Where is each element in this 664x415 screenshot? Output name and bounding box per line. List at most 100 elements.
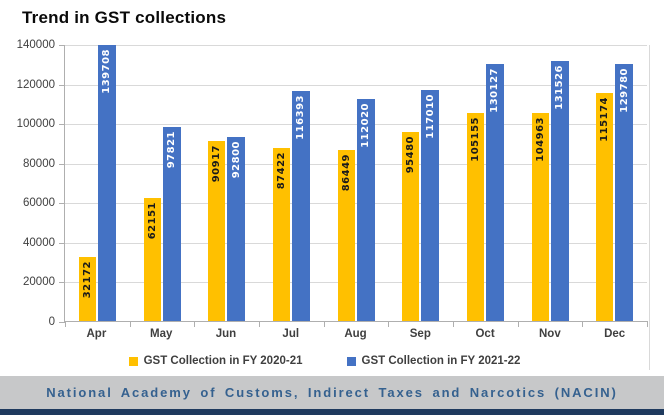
- bar-group-aug: 86449 112020: [324, 45, 389, 321]
- bar-groups: 32172 139708 62151 97821 90917 92800 87422 1163…: [65, 44, 647, 321]
- bar: 92800: [227, 137, 246, 321]
- legend-swatch: [346, 356, 356, 366]
- x-label-aug: Aug: [344, 328, 367, 340]
- gst-bar-chart: 0 20000 40000 60000 80000 100000 120000 140000 3…: [0, 39, 650, 370]
- y-tick-label: 40000: [23, 236, 55, 249]
- y-tick-label: 0: [48, 316, 55, 328]
- bar: 90917: [208, 141, 226, 321]
- bar-value-label: 87422: [275, 152, 287, 190]
- bar-value-label: 92800: [230, 141, 242, 179]
- bar-value-label: 112020: [360, 103, 372, 149]
- gridline: [65, 242, 647, 244]
- bar: 95480: [402, 132, 420, 321]
- bar-value-label: 131526: [554, 64, 566, 110]
- bar-value-label: 97821: [166, 131, 177, 169]
- legend-item: GST Collection in FY 2020-21: [128, 355, 303, 367]
- bar: 97821: [162, 127, 181, 321]
- bar-value-label: 62151: [146, 202, 158, 240]
- y-axis-tick: [59, 84, 65, 86]
- y-tick-label: 140000: [16, 39, 55, 51]
- bar: 87422: [272, 148, 290, 321]
- gridline: [65, 282, 647, 284]
- gridline: [65, 163, 647, 165]
- x-axis-tick: [453, 321, 454, 327]
- bar: 86449: [337, 149, 355, 321]
- bar-group-sep: 95480 117010: [388, 45, 453, 321]
- bar-value-label: 104963: [534, 117, 546, 163]
- bar-group-oct: 105155 130127: [453, 45, 518, 321]
- chart-title: Trend in GST collections: [22, 8, 227, 27]
- bar: 116393: [291, 90, 310, 321]
- bar-value-label: 116393: [295, 94, 307, 140]
- bar-group-jun: 90917 92800: [194, 45, 259, 321]
- gridline: [65, 203, 647, 205]
- x-label-apr: Apr: [86, 328, 107, 340]
- plot-area: 0 20000 40000 60000 80000 100000 120000 140000 3…: [17, 39, 648, 328]
- y-tick-label: 60000: [23, 197, 55, 210]
- y-axis-tick: [59, 282, 65, 284]
- bar: 62151: [143, 198, 161, 321]
- bar: 105155: [466, 112, 484, 321]
- gridline: [65, 45, 647, 46]
- y-tick-label: 20000: [23, 276, 55, 289]
- x-label-nov: Nov: [538, 328, 561, 340]
- bar: 115174: [596, 93, 614, 321]
- bar-value-label: 115174: [599, 97, 611, 142]
- y-axis-tick: [59, 242, 65, 244]
- y-tick-label: 100000: [16, 118, 55, 131]
- x-label-jul: Jul: [282, 328, 300, 340]
- footer-banner: National Academy of Customs, Indirect Ta…: [0, 376, 664, 409]
- bar: 131526: [550, 60, 569, 321]
- y-axis-tick: [59, 124, 65, 126]
- gridline: [65, 124, 647, 126]
- x-axis-tick: [517, 321, 519, 327]
- x-axis-tick: [647, 321, 648, 327]
- bar-group-dec: 115174 129780: [582, 45, 647, 321]
- x-axis-tick: [194, 321, 196, 327]
- legend-label: GST Collection in FY 2021-22: [361, 355, 521, 367]
- bar-group-may: 62151 97821: [130, 45, 195, 321]
- x-label-may: May: [149, 328, 173, 340]
- bar-group-jul: 87422 116393: [259, 45, 324, 321]
- legend-swatch: [128, 356, 138, 366]
- x-axis-tick: [388, 321, 390, 327]
- bar-value-label: 129780: [618, 68, 630, 113]
- bar: 130127: [485, 63, 504, 321]
- bar-value-label: 117010: [424, 93, 436, 139]
- x-axis-tick: [582, 321, 584, 327]
- bar-group-apr: 32172 139708: [65, 44, 130, 321]
- bar-group-nov: 104963 131526: [518, 45, 583, 321]
- x-axis-tick: [65, 321, 66, 327]
- y-axis-tick: [59, 45, 65, 46]
- footer-accent-bar: [0, 409, 664, 415]
- bar-value-label: 90917: [211, 145, 223, 183]
- y-axis-tick: [59, 203, 65, 205]
- x-label-oct: Oct: [475, 328, 495, 340]
- x-label-sep: Sep: [409, 328, 431, 340]
- bar-value-label: 105155: [469, 116, 481, 162]
- bar: 129780: [615, 64, 634, 321]
- y-axis-tick: [59, 163, 65, 165]
- y-axis-tick: [59, 322, 65, 323]
- bar-value-label: 95480: [405, 136, 417, 174]
- y-tick-label: 120000: [16, 78, 55, 91]
- y-tick-label: 80000: [23, 157, 55, 170]
- chart-legend: GST Collection in FY 2020-21 GST Collecti…: [0, 352, 649, 370]
- bar: 117010: [421, 89, 440, 321]
- x-axis-labels: Apr May Jun Jul Aug Sep Oct Nov Dec: [64, 322, 647, 346]
- bar: 112020: [356, 99, 375, 321]
- gridline: [65, 84, 647, 86]
- bar-value-label: 130127: [489, 67, 501, 113]
- bar-value-label: 32172: [81, 261, 93, 299]
- x-label-jun: Jun: [215, 328, 237, 340]
- bar-value-label: 139708: [101, 48, 113, 94]
- legend-item: GST Collection in FY 2021-22: [346, 355, 521, 367]
- x-axis-tick: [259, 321, 260, 327]
- x-label-dec: Dec: [604, 328, 626, 340]
- x-axis-tick: [323, 321, 325, 327]
- legend-label: GST Collection in FY 2020-21: [143, 355, 303, 367]
- x-axis-tick: [129, 321, 131, 327]
- bar-value-label: 86449: [340, 153, 352, 192]
- bar: 139708: [97, 44, 116, 321]
